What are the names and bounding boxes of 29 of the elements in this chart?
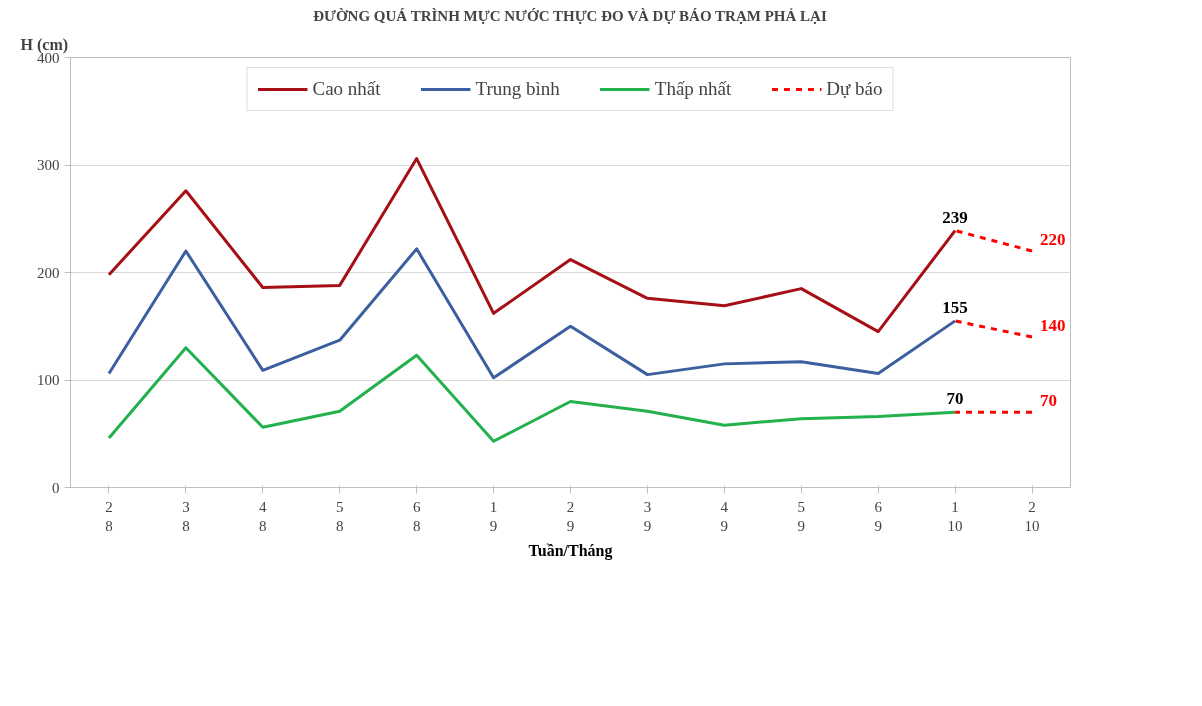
x-tick-label: 2 9 <box>566 498 575 534</box>
x-tick-label: 5 9 <box>797 498 806 534</box>
y-tick-label: 100 <box>37 372 60 388</box>
x-tick-label: 2 8 <box>105 498 113 534</box>
y-tick-label: 300 <box>37 157 60 173</box>
legend-label: Dự báo <box>826 78 883 100</box>
x-tick-label: 5 8 <box>335 498 344 534</box>
x-tick-label: 3 8 <box>182 498 190 534</box>
x-tick-label: 3 9 <box>643 498 652 534</box>
x-tick-label: 2 10 <box>1024 498 1040 534</box>
x-tick-label: 1 9 <box>489 498 498 534</box>
data-label: 70 <box>1040 391 1058 411</box>
legend-label: Thấp nhất <box>654 78 732 100</box>
x-tick-label: 1 10 <box>947 498 963 534</box>
legend-label: Trung bình <box>475 78 560 100</box>
y-tick-label: 0 <box>52 479 60 496</box>
x-tick-label: 4 9 <box>720 498 729 534</box>
chart-title: ĐƯỜNG QUÁ TRÌNH MỰC NƯỚC THỰC ĐO VÀ DỰ BÁO TRẠM PHẢ LẠI <box>313 7 827 24</box>
x-tick-label: 4 8 <box>259 498 268 534</box>
x-axis-title: Tuần/Tháng <box>528 541 613 560</box>
x-tick-label: 6 8 <box>412 498 421 534</box>
data-label: 239 <box>942 207 968 227</box>
legend-label: Cao nhất <box>312 78 381 100</box>
data-label: 155 <box>942 297 968 317</box>
y-tick-label: 200 <box>37 264 60 281</box>
data-label: 70 <box>946 389 964 409</box>
x-tick-label: 6 9 <box>874 498 883 534</box>
data-label: 220 <box>1040 230 1066 249</box>
data-label: 140 <box>1040 316 1066 335</box>
